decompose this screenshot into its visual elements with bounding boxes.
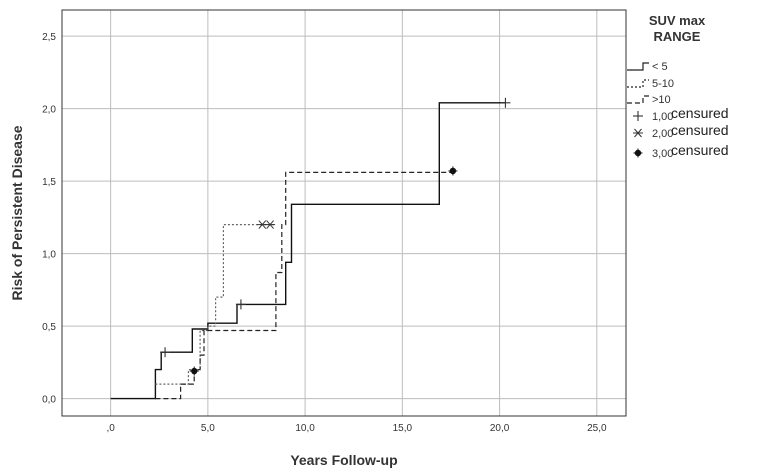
x-tick-label: ,0 (106, 423, 115, 434)
censor-marker-dot (189, 366, 199, 376)
legend-swatch-dot-icon (633, 148, 643, 158)
legend-label: 5-10 (652, 78, 674, 90)
legend-label: < 5 (652, 61, 668, 73)
censor-marker-plus (160, 347, 171, 358)
x-tick-label: 20,0 (490, 423, 510, 434)
series-line-0 (110, 102, 506, 400)
y-tick-label: 1,5 (42, 177, 56, 188)
x-tick-labels: ,0 5,0 10,0 15,0 20,0 25,0 (106, 423, 607, 434)
legend: SUV max RANGE < 55-10>101,00censured2,00… (627, 13, 729, 160)
y-tick-labels: 0,0 0,5 1,0 1,5 2,0 2,5 (42, 32, 56, 406)
legend-swatch-plus-icon (633, 111, 643, 121)
x-axis-title: Years Follow-up (290, 452, 397, 468)
legend-item: 5-10 (627, 78, 674, 90)
censor-marker-plus (235, 299, 246, 310)
legend-swatch (627, 62, 649, 71)
censor-marker-dot (448, 166, 458, 176)
series-layer (110, 102, 506, 400)
series-line-1 (155, 224, 274, 385)
legend-label: 2,00 (652, 128, 673, 140)
legend-title-line-1: SUV max (649, 13, 706, 28)
legend-suffix: censured (671, 105, 729, 121)
y-tick-label: 0,0 (42, 395, 56, 406)
y-axis-title: Risk of Persistent Disease (9, 125, 25, 300)
x-tick-label: 25,0 (587, 423, 607, 434)
plot-frame (61, 9, 627, 417)
x-tick-label: 15,0 (393, 423, 413, 434)
legend-items: < 55-10>101,00censured2,00censured3,00ce… (627, 61, 729, 160)
x-tick-label: 5,0 (201, 423, 215, 434)
legend-swatch (627, 79, 649, 88)
legend-suffix: censured (671, 122, 729, 138)
y-tick-label: 2,0 (42, 105, 56, 116)
legend-label: >10 (652, 94, 671, 106)
legend-swatch (627, 95, 649, 104)
legend-label: 1,00 (652, 111, 673, 123)
legend-title-line-2: RANGE (654, 29, 701, 44)
y-tick-label: 1,0 (42, 250, 56, 261)
legend-label: 3,00 (652, 148, 673, 160)
legend-item: >10 (627, 94, 671, 106)
y-tick-label: 2,5 (42, 32, 56, 43)
legend-suffix: censured (671, 142, 729, 158)
censor-marker-star (265, 220, 276, 229)
y-tick-label: 0,5 (42, 322, 56, 333)
legend-item: < 5 (627, 61, 668, 73)
x-tick-label: 10,0 (295, 423, 315, 434)
legend-swatch-star-icon (633, 128, 643, 138)
grid (62, 10, 626, 416)
censor-layer (160, 97, 511, 376)
series-line-2 (155, 171, 453, 400)
censor-marker-plus (500, 97, 511, 108)
